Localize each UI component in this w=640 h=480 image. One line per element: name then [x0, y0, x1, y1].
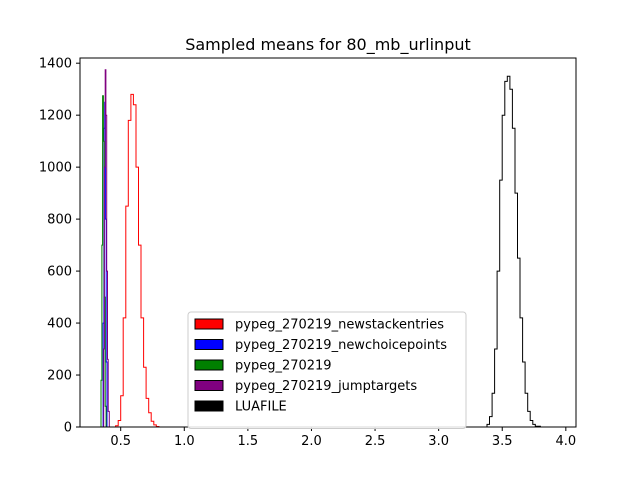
histogram-series-4 — [484, 75, 541, 428]
x-tick-label: 1.0 — [174, 434, 195, 449]
histogram-series-2 — [99, 95, 107, 428]
series-layer — [99, 69, 541, 428]
x-axis-ticks: 0.5 1.0 1.5 2.0 2.5 3.0 3.5 4.0 — [110, 427, 576, 449]
x-tick-label: 0.5 — [110, 434, 131, 449]
x-tick-label: 3.5 — [492, 434, 513, 449]
y-tick-label: 1200 — [39, 109, 72, 124]
y-axis-ticks: 0 200 400 600 800 1000 1200 1400 — [39, 57, 80, 436]
legend-box — [187, 311, 467, 429]
legend-label: pypeg_270219_newstackentries — [235, 318, 444, 333]
y-tick-label: 1400 — [39, 57, 72, 72]
x-tick-label: 4.0 — [555, 434, 576, 449]
y-tick-label: 600 — [47, 265, 72, 280]
legend-label: pypeg_270219_newchoicepoints — [235, 338, 447, 353]
legend-label: LUAFILE — [235, 400, 287, 415]
y-tick-label: 800 — [47, 213, 72, 228]
legend-swatch — [194, 359, 224, 371]
histogram-series-0 — [113, 93, 160, 428]
histogram-series-3 — [102, 69, 110, 428]
legend-label: pypeg_270219_jumptargets — [235, 379, 417, 394]
chart-title: Sampled means for 80_mb_urlinput — [185, 35, 471, 55]
y-tick-label: 1000 — [39, 161, 72, 176]
legend-swatch — [194, 400, 224, 412]
y-tick-label: 0 — [64, 421, 72, 436]
legend-swatch — [194, 318, 224, 330]
x-tick-label: 2.5 — [365, 434, 386, 449]
x-tick-label: 2.0 — [301, 434, 322, 449]
legend: pypeg_270219_newstackentries pypeg_270219… — [187, 311, 467, 429]
legend-label: pypeg_270219 — [235, 359, 332, 374]
y-tick-label: 200 — [47, 369, 72, 384]
x-tick-label: 1.5 — [238, 434, 259, 449]
legend-swatch — [194, 339, 224, 350]
x-tick-label: 3.0 — [428, 434, 449, 449]
legend-swatch — [194, 380, 224, 391]
y-tick-label: 400 — [47, 317, 72, 332]
